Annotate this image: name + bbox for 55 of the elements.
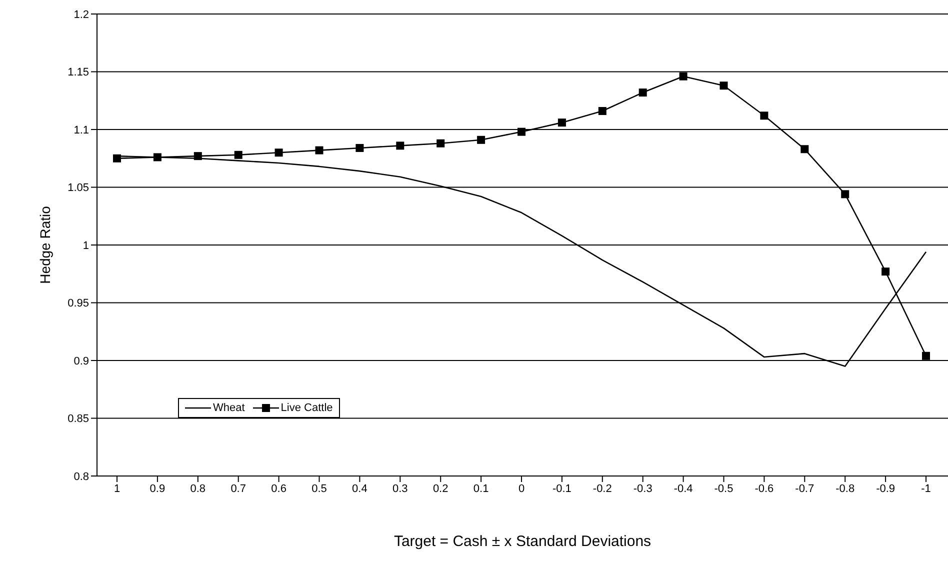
x-tick-label: -0.7 (795, 482, 814, 495)
x-tick-label: 0.5 (312, 482, 327, 495)
x-tick-label: -0.1 (552, 482, 572, 495)
point (841, 190, 850, 198)
y-tick-label: 1.2 (74, 8, 89, 21)
point (800, 145, 809, 154)
y-tick-label: 0.9 (74, 355, 89, 368)
point (518, 128, 526, 136)
x-tick-label: 0.3 (392, 482, 408, 495)
x-tick-label: -0.5 (714, 482, 734, 495)
point (356, 144, 364, 152)
point (153, 153, 162, 162)
point (436, 139, 445, 148)
point (274, 148, 283, 157)
x-tick-label: -0.2 (592, 482, 612, 495)
point (882, 268, 890, 276)
x-tick-label: 0.7 (230, 482, 246, 495)
point (396, 142, 404, 150)
x-tick-label: -0.9 (876, 482, 896, 495)
y-tick-label: 1 (82, 240, 89, 252)
point (638, 88, 647, 97)
y-tick-label: 1.05 (68, 182, 89, 194)
y-tick-label: 1.1 (74, 124, 89, 136)
legend-label: Wheat (213, 402, 245, 414)
point (234, 150, 242, 159)
point (558, 118, 566, 127)
x-tick-label: -1 (921, 482, 931, 495)
legend-label: Live Cattle (280, 402, 333, 414)
y-axis-title: Hedge Ratio (36, 206, 53, 284)
point (194, 152, 202, 160)
x-tick-label: 0.6 (271, 482, 286, 495)
x-tick-label: 0.8 (190, 482, 206, 495)
x-tick-label: -0.3 (633, 482, 652, 495)
point (720, 82, 728, 90)
point (315, 146, 324, 154)
x-tick-label: -0.8 (836, 482, 855, 495)
point (598, 107, 606, 116)
point (922, 352, 930, 360)
x-tick-label: 1 (114, 482, 120, 495)
point (679, 72, 688, 80)
x-tick-label: -0.6 (754, 482, 774, 495)
point (760, 112, 768, 120)
point (113, 154, 121, 162)
x-tick-label: 0.9 (150, 482, 166, 495)
y-tick-label: 1.15 (68, 66, 89, 79)
x-axis-title: Target = Cash ± x Standard Deviations (394, 533, 652, 550)
y-tick-label: 0.85 (68, 413, 89, 426)
x-tick-label: 0 (518, 482, 525, 495)
point (477, 136, 486, 144)
x-tick-label: 0.2 (432, 482, 448, 495)
y-tick-label: 0.95 (68, 298, 89, 310)
x-tick-label: 0.1 (473, 482, 489, 495)
x-tick-label: 0.4 (352, 482, 368, 495)
y-tick-label: 0.8 (74, 470, 89, 483)
x-tick-label: -0.4 (674, 482, 693, 495)
